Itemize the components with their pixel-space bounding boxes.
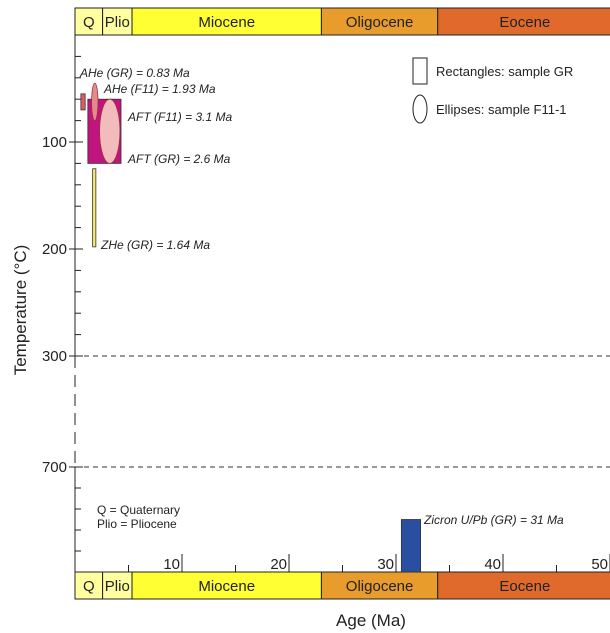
epoch-q-top [74,7,104,36]
epoch-label-q-top: Q [83,14,95,31]
legend: Rectangles: sample GR Ellipses: sample F1… [412,57,573,124]
y-tick-label-300: 300 [42,348,67,365]
epoch-label-miocene-bottom: Miocene [198,578,255,595]
mark-ahe-gr-0-83-ma [80,93,86,111]
y-tick-label-700: 700 [42,459,67,476]
epoch-eocene-top [437,7,610,36]
annotation-aft-gr-2-6-ma: AFT (GR) = 2.6 Ma [127,152,231,166]
mark-aft-f11-3-1-ma [99,98,121,164]
epoch-label-eocene-top: Eocene [499,14,550,31]
annotation-zhe-gr-1-64-ma: ZHe (GR) = 1.64 Ma [100,238,210,252]
legend-label-ellipse: Ellipses: sample F11-1 [436,102,567,117]
epoch-label-oligocene-bottom: Oligocene [346,578,414,595]
epoch-label-q-bottom: Q [83,578,95,595]
x-axis-title: Age (Ma) [336,611,406,630]
annotation-ahe-f11-1-93-ma: AHe (F11) = 1.93 Ma [103,82,216,96]
mark-zicron-u-pb-gr-31-ma [400,519,422,573]
epoch-label-oligocene-top: Oligocene [346,14,414,31]
epoch-miocene-top [131,7,322,36]
x-tick-label-10: 10 [163,556,180,573]
x-tick-label-30: 30 [377,556,394,573]
x-tick-label-40: 40 [484,556,501,573]
x-tick-label-20: 20 [270,556,287,573]
y-tick-label-200: 200 [42,241,67,258]
axes: 100 200 300 700 10 20 30 40 50 [42,34,610,573]
epoch-label-plio-bottom: Plio [105,578,130,595]
epoch-eocene-bottom [437,571,610,600]
annotation-aft-f11-3-1-ma: AFT (F11) = 3.1 Ma [127,110,232,124]
note-q-quaternary: Q = Quaternary [97,503,180,517]
epoch-band-bottom: Q Plio Miocene Oligocene Eocene [74,571,610,600]
mark-ahe-f11-1-93-ma [91,82,99,122]
x-tick-label-50: 50 [591,556,608,573]
legend-swatch-rect [412,57,428,85]
annotation-ahe-gr-0-83-ma: AHe (GR) = 0.83 Ma [79,66,190,80]
note-plio-pliocene: Plio = Pliocene [97,517,177,531]
epoch-band-top: Q Plio Miocene Oligocene Eocene [74,7,610,36]
sample-marks [80,82,422,573]
y-tick-label-100: 100 [42,134,67,151]
mark-zhe-gr-1-64-ma [92,168,97,248]
annotation-zicron-u-pb-gr-31-ma: Zicron U/Pb (GR) = 31 Ma [423,513,564,527]
sample-annotations: AHe (GR) = 0.83 Ma AHe (F11) = 1.93 Ma AFT… [79,66,564,527]
y-axis-title: Temperature (°C) [11,245,30,376]
epoch-plio-top [102,7,133,36]
epoch-plio-bottom [102,571,133,600]
legend-label-rect: Rectangles: sample GR [436,64,573,79]
epoch-label-plio-top: Plio [105,14,130,31]
legend-swatch-ellipse [412,94,428,124]
dashed-reference-lines [75,355,610,468]
epoch-label-miocene-top: Miocene [198,14,255,31]
epoch-label-eocene-bottom: Eocene [499,578,550,595]
